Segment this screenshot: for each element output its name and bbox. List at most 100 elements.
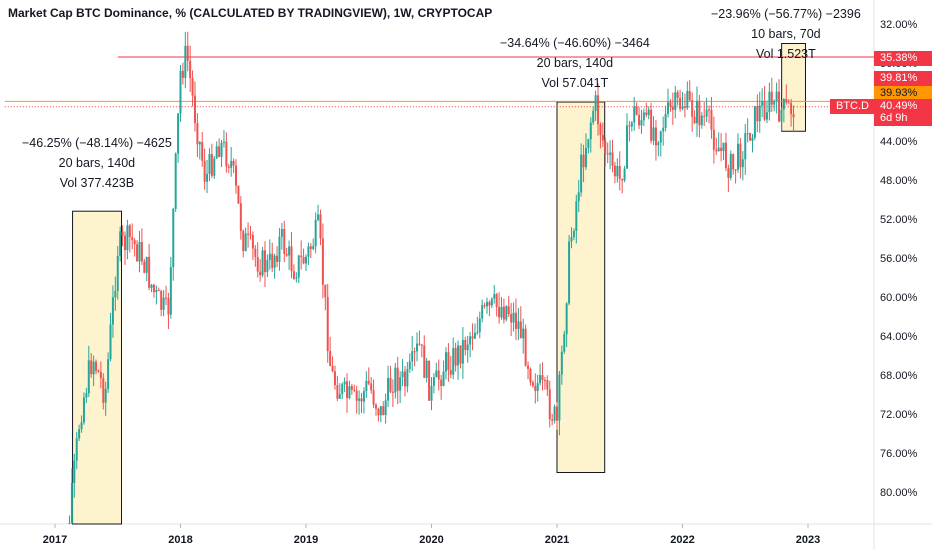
candle-body [514, 312, 517, 329]
candle-body [123, 235, 126, 251]
candle-body [85, 393, 88, 398]
annotation-2-volume: Vol 57.041T [541, 76, 609, 90]
candle-body [780, 109, 783, 122]
candle-series [68, 31, 795, 524]
candle-body [331, 365, 334, 372]
candle-body [442, 371, 445, 387]
candle-body [78, 429, 81, 439]
candle-body [737, 143, 740, 170]
candle-body [329, 351, 332, 366]
candle-body [177, 113, 180, 154]
candle-body [121, 231, 124, 236]
candle-body [136, 244, 139, 262]
candle-body [763, 100, 766, 120]
candle-body [285, 253, 288, 256]
candle-body [749, 133, 752, 141]
candle-body [87, 360, 90, 394]
candle-body [712, 129, 715, 150]
candle-body [111, 297, 114, 325]
symbol-tag-btcd: BTC.D [830, 99, 874, 114]
candle-body [589, 122, 592, 140]
candle-body [457, 345, 460, 366]
candle-body [413, 351, 416, 353]
candle-body [599, 124, 602, 135]
candle-body [292, 271, 295, 279]
candle-body [756, 106, 759, 122]
candle-body [454, 347, 457, 366]
candle-body [679, 97, 682, 109]
candle-body [143, 261, 146, 273]
candle-body [715, 149, 718, 152]
candle-body [744, 133, 747, 160]
candle-body [654, 127, 657, 146]
candle-body [82, 397, 85, 423]
candle-body [691, 100, 694, 117]
candle-body [645, 112, 648, 116]
candle-body [249, 234, 252, 236]
candle-body [152, 284, 155, 293]
candle-body [522, 328, 525, 339]
candle-body [597, 95, 600, 125]
candle-body [534, 385, 537, 392]
candle-body [746, 133, 749, 135]
candle-body [604, 140, 607, 154]
candle-body [401, 371, 404, 378]
candle-body [664, 113, 667, 128]
candle-body [782, 99, 785, 110]
candle-body [114, 290, 117, 298]
candle-body [290, 246, 293, 272]
y-tick-label: 48.00% [880, 175, 918, 187]
candle-body [606, 153, 609, 155]
candle-body [657, 142, 660, 146]
candle-body [239, 203, 242, 232]
candle-body [208, 154, 211, 174]
candle-body [235, 165, 238, 186]
candle-body [565, 303, 568, 335]
candle-body [90, 360, 93, 375]
candle-body [584, 148, 587, 168]
candle-body [273, 255, 276, 268]
chart-title: Market Cap BTC Dominance, % (CALCULATED … [8, 6, 493, 20]
price-tag-39-93: 39.93% [874, 86, 932, 101]
candle-body [222, 141, 225, 143]
candle-body [531, 382, 534, 386]
candle-body [674, 92, 677, 110]
measure-annotation-3: −23.96% (−56.77%) −2396 10 bars, 70d Vol… [711, 4, 861, 64]
candle-body [449, 369, 452, 375]
candle-body [70, 482, 73, 524]
candle-body [705, 109, 708, 117]
candle-body [174, 153, 177, 209]
candle-body [517, 321, 520, 329]
candle-body [790, 103, 793, 115]
candle-body [548, 389, 551, 420]
candle-body [68, 523, 71, 524]
candle-body [703, 115, 706, 117]
candle-body [254, 248, 257, 258]
price-lines [4, 56, 874, 108]
y-tick-label: 32.00% [880, 19, 918, 31]
candle-body [261, 250, 264, 276]
y-tick-label: 44.00% [880, 136, 918, 148]
candle-body [481, 305, 484, 319]
candle-body [138, 241, 141, 262]
candle-body [792, 114, 795, 118]
candle-body [75, 438, 78, 461]
candle-body [512, 312, 515, 323]
candle-body [297, 255, 300, 278]
measure-boxes [72, 43, 806, 525]
candle-body [609, 152, 612, 155]
x-tick-label: 2021 [545, 534, 569, 546]
candle-body [379, 406, 382, 416]
candle-body [305, 256, 307, 264]
y-tick-label: 80.00% [880, 487, 918, 499]
measure-annotation-1: −46.25% (−48.14%) −4625 20 bars, 140d Vo… [22, 133, 172, 193]
candle-body [140, 241, 143, 262]
candle-body [210, 154, 213, 176]
candle-body [423, 345, 426, 378]
y-tick-label: 76.00% [880, 448, 918, 460]
candle-body [558, 374, 561, 421]
candle-body [722, 142, 725, 151]
y-tick-label: 60.00% [880, 292, 918, 304]
candle-body [307, 246, 310, 257]
candle-body [362, 391, 365, 402]
